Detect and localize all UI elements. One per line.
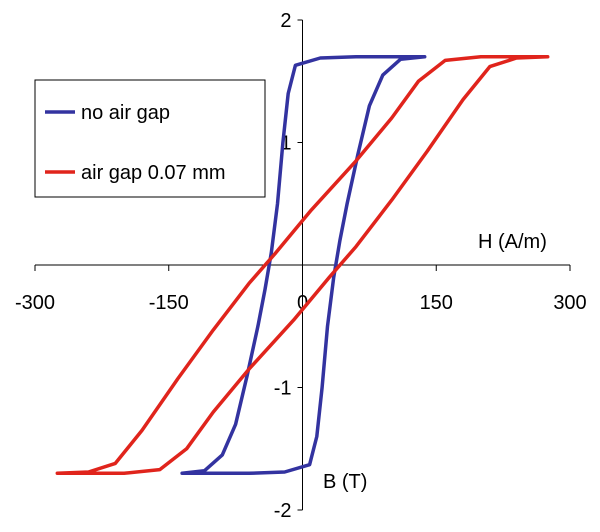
y-tick-label: 1 [280,133,291,155]
axes: -300 -150 0 150 300 -2 -1 1 2 [15,10,587,522]
y-tick-label: -2 [274,500,292,522]
legend-box [34,79,266,198]
y-tick-label: -1 [274,378,292,400]
y-tick-label: 2 [280,10,291,32]
legend: no air gap air gap 0.07 mm [34,79,266,198]
legend-label-no-air-gap: no air gap [81,102,170,124]
series-group [55,55,550,476]
series-line-no-air-gap [180,55,427,476]
x-tick-label: -300 [15,292,55,314]
y-axis-label: B (T) [323,471,367,493]
x-tick-label: 150 [420,292,453,314]
legend-label-air-gap: air gap 0.07 mm [81,162,226,184]
x-tick-label: -150 [149,292,189,314]
x-axis-label: H (A/m) [478,231,547,253]
x-tick-label: 300 [553,292,586,314]
series-line-air-gap [55,55,550,476]
x-tick-label: 0 [297,292,308,314]
